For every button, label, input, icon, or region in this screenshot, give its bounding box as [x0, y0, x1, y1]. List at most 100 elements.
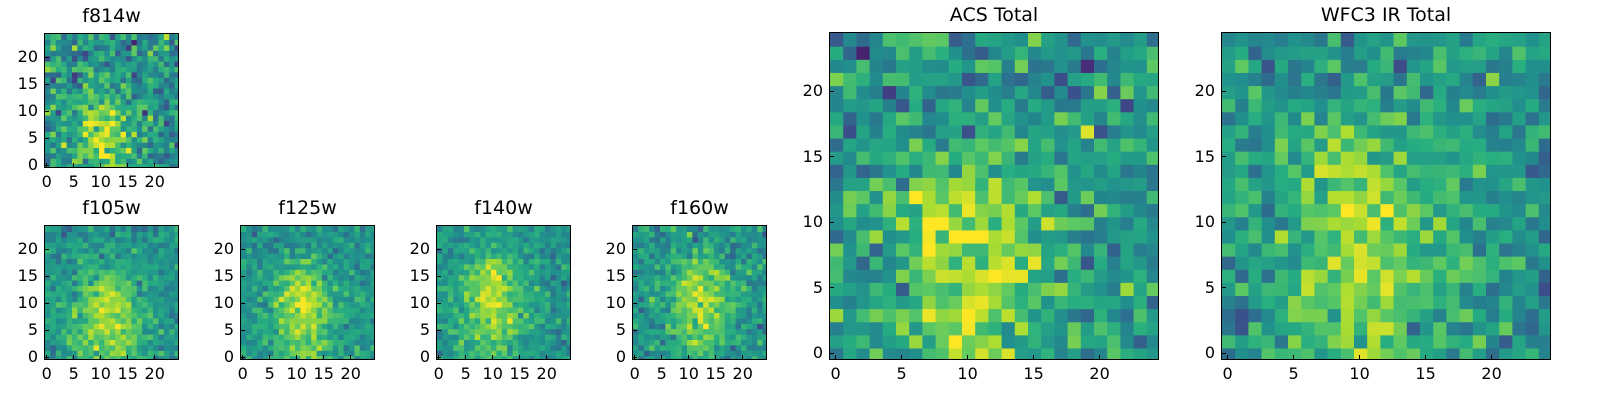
y-tick-label: 15 [802, 146, 823, 166]
heatmap-cell [518, 242, 524, 249]
heatmap-cell [1107, 72, 1121, 87]
heatmap-cell [1512, 242, 1527, 257]
heatmap-cell [1380, 269, 1395, 283]
heatmap-cell [349, 263, 355, 270]
heatmap-cell [649, 253, 656, 259]
heatmap-cell [453, 317, 460, 324]
heatmap-cell [174, 355, 178, 359]
heatmap-cell [741, 242, 747, 249]
heatmap-cell [735, 334, 742, 340]
heatmap-cell [453, 350, 460, 357]
heatmap-cell [359, 290, 366, 297]
heatmap-cell [289, 350, 296, 357]
heatmap-cell [174, 242, 178, 249]
heatmap-cell [1067, 190, 1082, 205]
heatmap-cell [528, 312, 535, 319]
heatmap-cell [278, 242, 285, 249]
heatmap-cell [61, 136, 68, 143]
heatmap-cell [545, 296, 551, 303]
heatmap-cell [115, 290, 122, 297]
heatmap-cell [131, 236, 138, 243]
heatmap-cell [322, 236, 328, 243]
heatmap-cell [284, 258, 291, 265]
heatmap-cell [962, 256, 976, 270]
x-tick-mark [688, 355, 690, 360]
heatmap-cell [338, 301, 345, 308]
heatmap-cell [370, 344, 374, 351]
heatmap-cell [638, 328, 645, 335]
heatmap-cell [469, 226, 476, 232]
heatmap-cell [633, 290, 639, 297]
heatmap-cell [131, 339, 138, 346]
heatmap-cell [1001, 137, 1016, 152]
heatmap-cell [676, 253, 683, 259]
heatmap-cell [88, 66, 95, 73]
heatmap-cell [724, 231, 731, 238]
heatmap-cell [681, 226, 688, 232]
heatmap-cell [735, 328, 742, 335]
heatmap-cell [1380, 295, 1395, 310]
heatmap-cell [109, 312, 116, 319]
heatmap-cell [241, 247, 247, 254]
heatmap-cell [1080, 72, 1095, 87]
heatmap-cell [692, 307, 699, 313]
heatmap-cell [550, 339, 557, 346]
heatmap-cell [1433, 72, 1447, 87]
heatmap-cell [284, 285, 291, 292]
heatmap-cell [882, 347, 897, 359]
heatmap-cell [273, 263, 280, 270]
heatmap-cell [660, 285, 666, 292]
heatmap-cell [469, 317, 476, 324]
heatmap-cell [359, 253, 366, 259]
heatmap-cell [104, 307, 111, 313]
heatmap-cell [512, 334, 519, 340]
heatmap-cell [442, 334, 449, 340]
heatmap-cell [1054, 124, 1069, 139]
heatmap-cell [501, 350, 508, 357]
heatmap-cell [115, 307, 122, 313]
heatmap-cell [975, 282, 989, 296]
heatmap-cell [370, 242, 374, 249]
heatmap-cell [82, 296, 89, 303]
heatmap-cell [338, 323, 345, 330]
heatmap-cell [1340, 321, 1355, 336]
heatmap-cell [757, 334, 764, 340]
heatmap-cell [528, 344, 535, 351]
heatmap-cell [343, 328, 350, 335]
heatmap-cell [638, 296, 645, 303]
heatmap-cell [109, 34, 116, 40]
heatmap-cell [1393, 111, 1408, 126]
heatmap-cell [1301, 308, 1315, 323]
heatmap-cell [518, 355, 524, 359]
heatmap-cell [518, 285, 524, 292]
heatmap-cell [735, 355, 742, 359]
heatmap-cell [935, 229, 950, 244]
heatmap-cell [856, 164, 871, 178]
heatmap-cell [262, 280, 269, 286]
heatmap-cell [703, 280, 710, 286]
heatmap-cell [1120, 124, 1135, 139]
heatmap-cell [988, 282, 1003, 296]
heatmap-cell [464, 307, 470, 313]
heatmap-cell [343, 226, 350, 232]
heatmap-cell [99, 71, 105, 78]
heatmap-cell [1120, 282, 1135, 296]
heatmap-cell [305, 334, 312, 340]
heatmap-cell [442, 280, 449, 286]
heatmap-cell [66, 158, 73, 165]
heatmap-cell [882, 164, 897, 178]
y-tick-mark [44, 329, 49, 331]
heatmap-cell [104, 328, 111, 335]
heatmap-cell [1512, 282, 1527, 296]
heatmap-cell [724, 323, 731, 330]
heatmap-cell [82, 109, 89, 116]
heatmap-cell [99, 50, 105, 57]
heatmap-cell [555, 258, 562, 265]
heatmap-cell [869, 295, 884, 310]
heatmap-cell [676, 231, 683, 238]
heatmap-cell [120, 290, 127, 297]
heatmap-cell [82, 290, 89, 297]
heatmap-cell [1054, 151, 1069, 165]
heatmap-cell [480, 339, 487, 346]
heatmap-cell [136, 328, 143, 335]
